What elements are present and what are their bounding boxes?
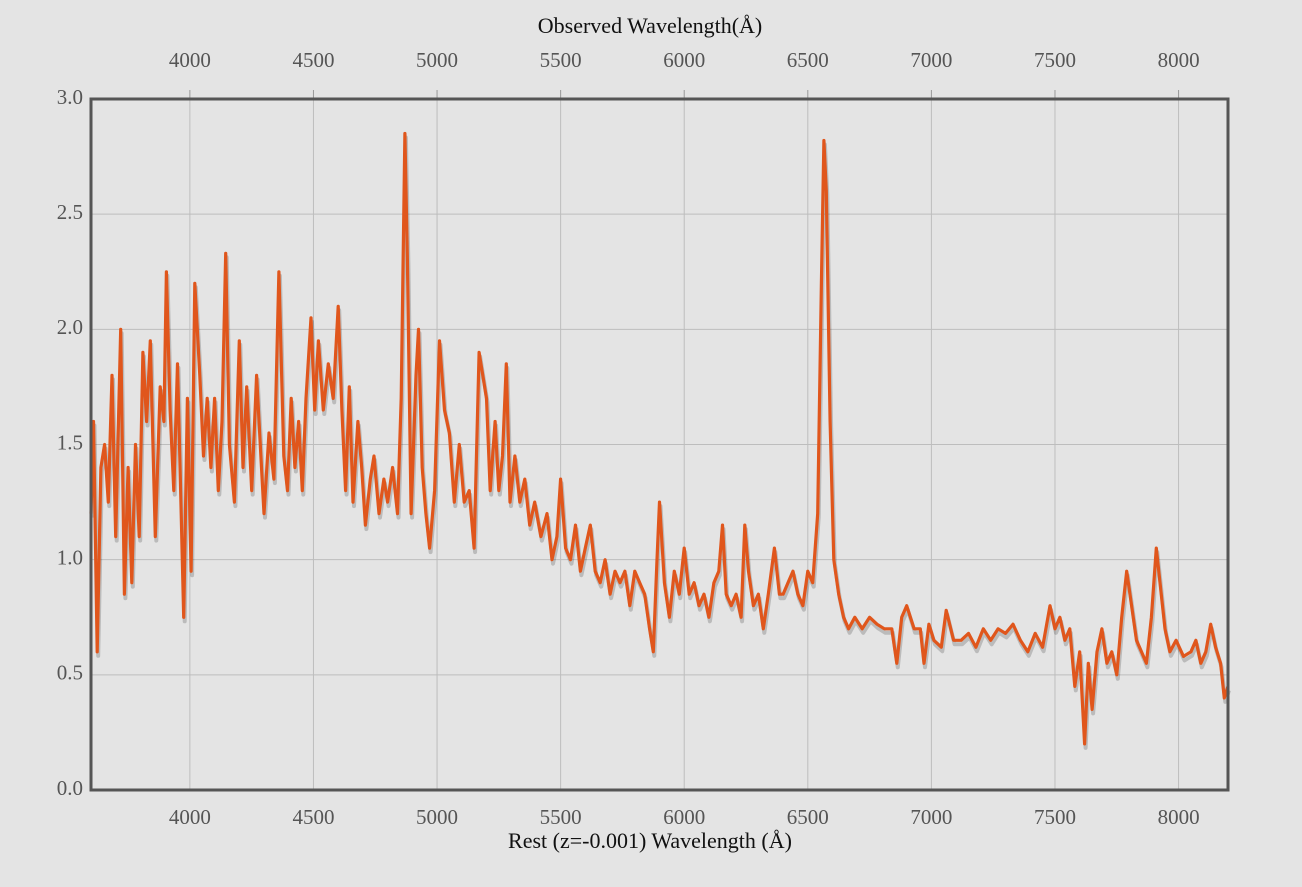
x-tick-label: 8000 <box>1158 805 1200 829</box>
y-tick-label: 1.5 <box>57 430 83 454</box>
top-tick-label: 7500 <box>1034 48 1076 72</box>
x-tick-label: 7500 <box>1034 805 1076 829</box>
x-tick-label: 6000 <box>663 805 705 829</box>
x-tick-label: 6500 <box>787 805 829 829</box>
top-axis-title: Observed Wavelength(Å) <box>538 13 762 38</box>
top-tick-label: 5000 <box>416 48 458 72</box>
spectrum-line <box>89 131 1230 746</box>
top-tick-label: 4000 <box>169 48 211 72</box>
y-tick-label: 0.0 <box>57 776 83 800</box>
top-tick-label: 6500 <box>787 48 829 72</box>
top-tick-label: 4500 <box>292 48 334 72</box>
y-tick-label: 2.0 <box>57 315 83 339</box>
x-tick-label: 4500 <box>292 805 334 829</box>
top-tick-label: 7000 <box>910 48 952 72</box>
x-tick-label: 5000 <box>416 805 458 829</box>
y-tick-label: 1.0 <box>57 545 83 569</box>
y-tick-label: 2.5 <box>57 200 83 224</box>
plot-border <box>89 97 1230 792</box>
x-tick-label: 7000 <box>910 805 952 829</box>
top-tick-label: 6000 <box>663 48 705 72</box>
x-tick-label: 5500 <box>540 805 582 829</box>
x-tick-label: 4000 <box>169 805 211 829</box>
y-tick-label: 3.0 <box>57 85 83 109</box>
x-axis-title: Rest (z=-0.001) Wavelength (Å) <box>508 828 792 853</box>
top-tick-label: 5500 <box>540 48 582 72</box>
y-tick-label: 0.5 <box>57 661 83 685</box>
top-tick-label: 8000 <box>1158 48 1200 72</box>
